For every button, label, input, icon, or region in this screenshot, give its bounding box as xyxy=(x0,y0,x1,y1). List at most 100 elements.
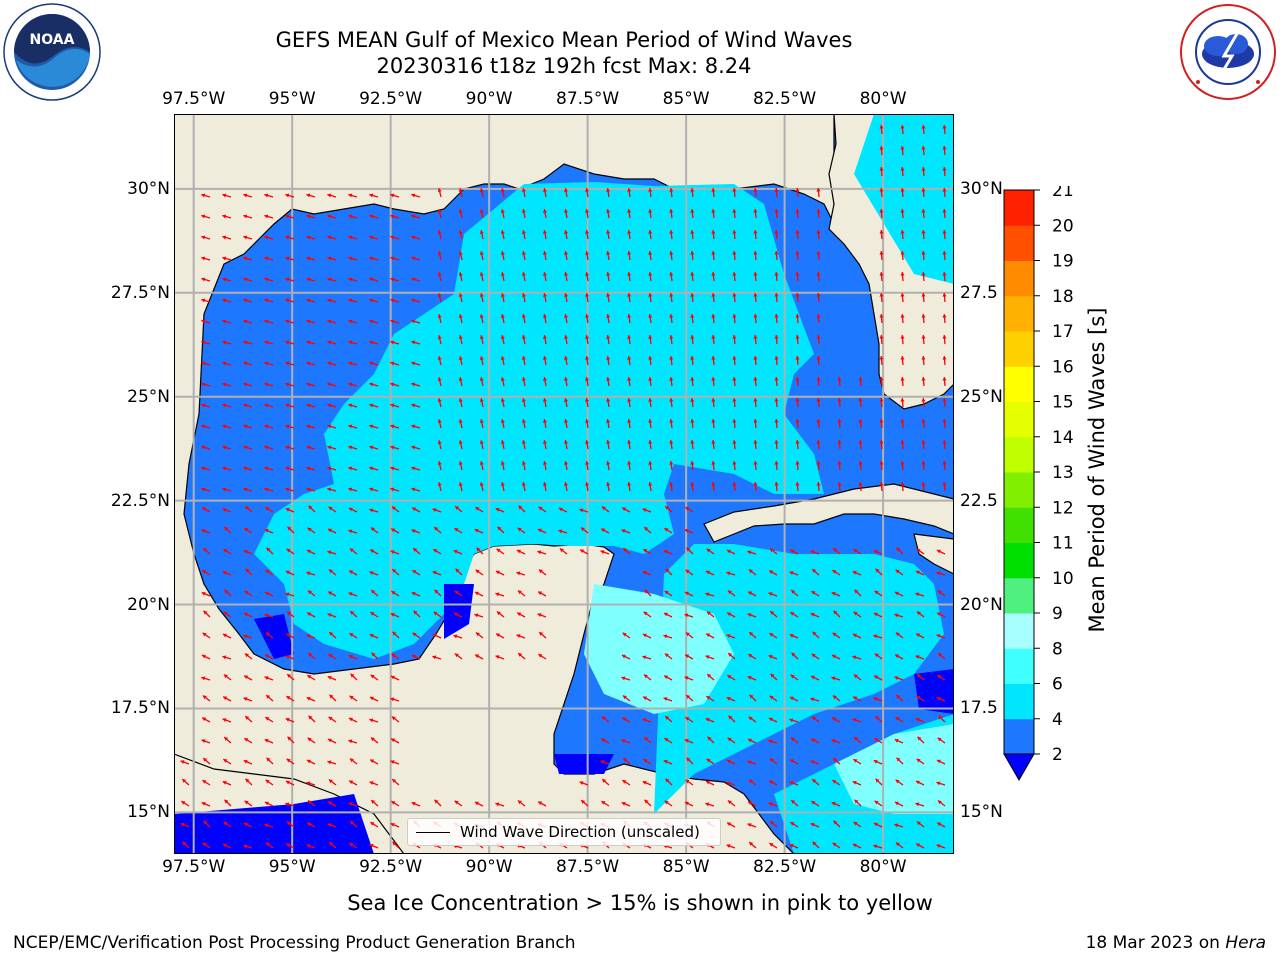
arrow-head xyxy=(458,398,463,403)
arrow-head xyxy=(774,419,779,423)
arrow-head xyxy=(244,800,249,805)
arrow-head xyxy=(837,440,842,444)
arrow-head xyxy=(245,716,250,720)
arrow-head xyxy=(264,277,269,282)
arrow-head xyxy=(348,235,353,240)
arrow-head xyxy=(348,802,353,807)
arrow-head xyxy=(391,653,396,658)
arrow-head xyxy=(458,461,463,466)
arrow-head xyxy=(879,335,884,339)
arrow-head xyxy=(748,654,753,658)
arrow-head xyxy=(370,527,375,532)
lon-tick-label: 87.5°W xyxy=(556,89,620,109)
arrow-head xyxy=(580,527,585,532)
arrow-head xyxy=(542,419,547,423)
arrow-head xyxy=(942,146,947,150)
arrow-head xyxy=(768,739,773,744)
arrow-head xyxy=(916,633,921,638)
arrow-head xyxy=(774,335,779,339)
arrow-head xyxy=(437,482,442,487)
arrow-head xyxy=(753,482,758,486)
colorbar-segment xyxy=(1004,683,1034,720)
arrow-head xyxy=(937,800,942,805)
arrow-head xyxy=(328,779,333,784)
chart-subtitle: 20230316 t18z 192h fcst Max: 8.24 xyxy=(376,54,752,78)
arrow-head xyxy=(517,800,522,805)
arrow-head xyxy=(727,612,732,617)
arrow-head xyxy=(349,843,354,847)
arrow-head xyxy=(496,548,501,553)
arrow-head xyxy=(921,377,926,381)
arrow-head xyxy=(816,335,821,339)
arrow-head xyxy=(286,611,291,616)
arrow-head xyxy=(644,527,649,531)
arrow-head xyxy=(879,146,884,150)
arrow-head xyxy=(727,800,732,805)
arrow-head xyxy=(606,209,611,213)
arrow-head xyxy=(349,633,354,637)
arrow-head xyxy=(711,461,716,465)
arrow-head xyxy=(643,674,648,679)
arrow-head xyxy=(307,822,312,827)
arrow-head xyxy=(222,403,227,408)
arrow-head xyxy=(768,654,773,659)
arrow-head xyxy=(243,697,248,702)
arrow-head xyxy=(642,780,647,785)
arrow-head xyxy=(222,256,227,261)
lon-tick-label: 90°W xyxy=(465,89,513,109)
arrow-head xyxy=(265,569,270,574)
arrow-head xyxy=(749,842,754,846)
arrow-head xyxy=(222,445,227,450)
arrow-head xyxy=(833,548,838,552)
arrow-head xyxy=(201,277,206,282)
arrow-head xyxy=(537,613,542,618)
arrow-head xyxy=(306,487,311,492)
arrow-head xyxy=(726,696,731,701)
arrow-head xyxy=(348,193,353,198)
arrow-head xyxy=(621,676,626,681)
arrow-head xyxy=(732,335,737,339)
arrow-head xyxy=(202,570,207,574)
arrow-head xyxy=(585,314,590,318)
arrow-head xyxy=(563,272,569,276)
arrow-head xyxy=(879,251,884,255)
arrow-head xyxy=(706,758,711,763)
arrow-head xyxy=(921,209,926,213)
arrow-head xyxy=(774,314,779,318)
arrow-head xyxy=(538,801,543,806)
arrow-head xyxy=(391,801,396,805)
arrow-head xyxy=(518,505,523,510)
arrow-head xyxy=(774,272,779,276)
arrow-head xyxy=(349,570,354,575)
arrow-head xyxy=(411,256,416,261)
arrow-head xyxy=(244,528,249,532)
arrow-head xyxy=(201,256,206,261)
arrow-head xyxy=(201,801,206,806)
arrow-head xyxy=(390,256,395,261)
arrow-head xyxy=(201,654,206,659)
arrow-head xyxy=(685,779,690,784)
arrow-head xyxy=(285,507,290,512)
arrow-head xyxy=(747,675,752,680)
arrow-head xyxy=(879,461,884,465)
arrow-head xyxy=(648,335,653,339)
arrow-head xyxy=(479,209,484,213)
arrow-head xyxy=(369,214,374,219)
arrow-head xyxy=(900,461,905,465)
arrow-head xyxy=(542,440,547,444)
arrow-head xyxy=(369,340,374,345)
colorbar-segment xyxy=(1004,225,1034,261)
arrow-head xyxy=(606,230,611,234)
arrow-head xyxy=(753,314,758,318)
arrow-head xyxy=(623,758,628,762)
arrow-head xyxy=(748,801,753,806)
arrow-head xyxy=(663,697,668,702)
arrow-head xyxy=(286,696,291,700)
arrow-head xyxy=(542,482,547,486)
arrow-head xyxy=(896,757,901,762)
arrow-head xyxy=(371,590,376,594)
arrow-head xyxy=(264,193,269,198)
arrow-head xyxy=(201,193,206,198)
arrow-head xyxy=(942,377,947,381)
arrow-head xyxy=(669,440,674,444)
